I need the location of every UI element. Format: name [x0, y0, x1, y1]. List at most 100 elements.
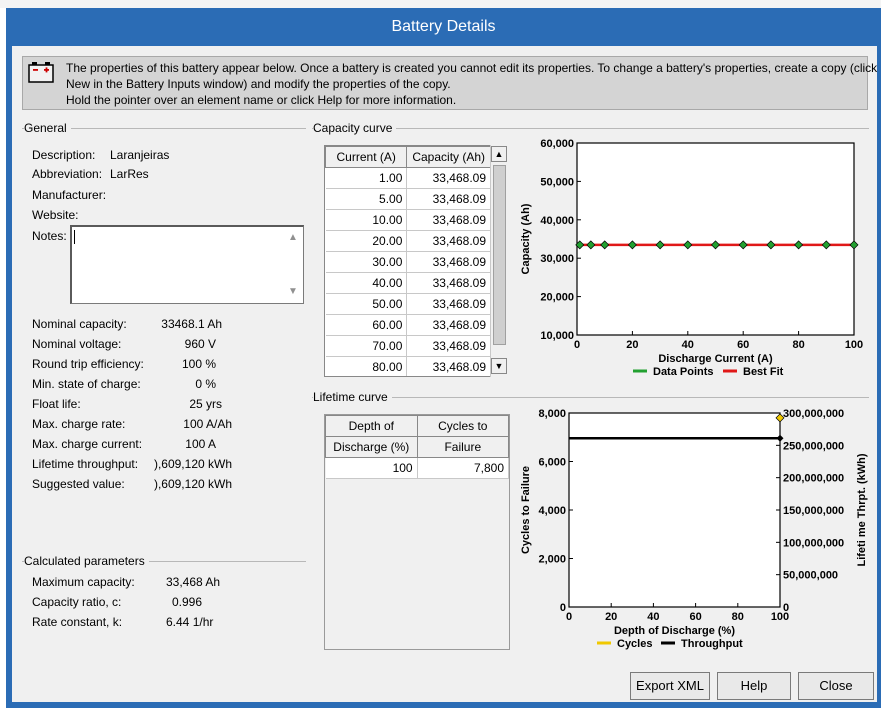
y-tick-label: 30,000 [540, 253, 574, 265]
current-cell[interactable]: 80.00 [325, 356, 408, 376]
notes-scroll-down-icon[interactable]: ▼ [288, 286, 298, 297]
description-label: Description: [32, 148, 96, 162]
y2-tick-label: 300,000,000 [783, 408, 844, 420]
capacity-col-current[interactable]: Current (A) [325, 146, 408, 168]
capacity-col-capacity[interactable]: Capacity (Ah) [406, 146, 491, 168]
capacity-cell[interactable]: 33,468.09 [406, 188, 491, 210]
lifetime-col-cycles-2[interactable]: Failure [416, 436, 510, 458]
property-value: 100 A/Ah [183, 417, 232, 431]
current-cell[interactable]: 40.00 [325, 272, 408, 294]
current-cell[interactable]: 60.00 [325, 314, 408, 336]
x-tick-label: 0 [566, 611, 572, 623]
lifetime-col-cycles[interactable]: Cycles to [416, 415, 510, 437]
x-tick-label: 40 [682, 339, 694, 351]
capacity-cell[interactable]: 33,468.09 [406, 251, 491, 273]
y-tick-label: 20,000 [540, 292, 574, 304]
property-label: Rate constant, k: [32, 615, 123, 629]
y-tick-label: 2,000 [538, 554, 566, 566]
capacity-cell[interactable]: 33,468.09 [406, 167, 491, 189]
notes-textarea[interactable] [70, 225, 304, 304]
current-cell[interactable]: 30.00 [325, 251, 408, 273]
legend-label: Data Points [653, 366, 714, 378]
data-point [766, 240, 776, 250]
y-tick-label: 60,000 [540, 138, 574, 150]
capacity-cell[interactable]: 33,468.09 [406, 293, 491, 315]
plot-area [576, 142, 855, 336]
lifetime-group-line [312, 397, 869, 398]
x-tick-label: 80 [732, 611, 744, 623]
data-point [683, 240, 693, 250]
y-tick-label: 10,000 [540, 330, 574, 342]
y-tick-label: 50,000 [540, 176, 574, 188]
scroll-down-icon[interactable]: ▼ [491, 358, 507, 374]
property-value: 0 % [195, 377, 216, 391]
table-row[interactable]: 60.00 33,468.09 [325, 314, 491, 336]
property-label: Nominal capacity: [32, 317, 127, 331]
property-value: 0.996 [172, 595, 203, 609]
lifetime-table[interactable]: Depth of Cycles to Discharge (%) Failure… [324, 414, 510, 650]
current-cell[interactable]: 5.00 [325, 188, 408, 210]
x-tick-label: 100 [771, 611, 789, 623]
notes-scroll-up-icon[interactable]: ▲ [288, 232, 298, 243]
capacity-cell[interactable]: 33,468.09 [406, 230, 491, 252]
general-group-line [22, 128, 306, 129]
current-cell[interactable]: 1.00 [325, 167, 408, 189]
table-row[interactable]: 5.00 33,468.09 [325, 188, 491, 210]
scroll-up-icon[interactable]: ▲ [491, 146, 507, 162]
current-cell[interactable]: 10.00 [325, 209, 408, 231]
table-row[interactable]: 1.00 33,468.09 [325, 167, 491, 189]
property-value: 6.44 1/hr [166, 615, 214, 629]
property-label: Min. state of charge: [32, 377, 141, 391]
cycles-cell[interactable]: 7,800 [417, 457, 510, 479]
property-label: Max. charge rate: [32, 417, 126, 431]
capacity-cell[interactable]: 33,468.09 [406, 314, 491, 336]
table-row[interactable]: 70.00 33,468.09 [325, 335, 491, 357]
property-label: Capacity ratio, c: [32, 595, 122, 609]
capacity-group-title: Capacity curve [313, 121, 397, 135]
property-label: Lifetime throughput: [32, 457, 139, 471]
info-text-line-1: The properties of this battery appear be… [66, 61, 878, 75]
y-axis-label: Capacity (Ah) [520, 203, 532, 274]
plot-area [568, 412, 781, 608]
capacity-cell[interactable]: 33,468.09 [406, 356, 491, 376]
table-row[interactable]: 20.00 33,468.09 [325, 230, 491, 252]
current-cell[interactable]: 50.00 [325, 293, 408, 315]
export-xml-button[interactable]: Export XML [630, 672, 710, 700]
depth-cell[interactable]: 100 [325, 457, 418, 479]
table-row[interactable]: 40.00 33,468.09 [325, 272, 491, 294]
y2-tick-label: 50,000,000 [783, 570, 838, 582]
lifetime-col-depth-2[interactable]: Discharge (%) [325, 436, 418, 458]
capacity-cell[interactable]: 33,468.09 [406, 335, 491, 357]
capacity-table[interactable]: Current (A) Capacity (Ah) 1.00 33,468.09 5… [324, 145, 508, 377]
table-row[interactable]: 80.00 33,468.09 [325, 356, 491, 376]
data-point [821, 240, 831, 250]
y2-tick-label: 150,000,000 [783, 505, 844, 517]
manufacturer-label: Manufacturer: [32, 188, 107, 202]
property-value: ),609,120 kWh [153, 457, 232, 471]
table-row[interactable]: 100 7,800 [325, 457, 510, 479]
help-button[interactable]: Help [717, 672, 791, 700]
abbreviation-value: LarRes [110, 167, 149, 181]
table-row[interactable]: 10.00 33,468.09 [325, 209, 491, 231]
x-tick-label: 40 [647, 611, 659, 623]
y-tick-label: 40,000 [540, 215, 574, 227]
current-cell[interactable]: 20.00 [325, 230, 408, 252]
close-button[interactable]: Close [798, 672, 874, 700]
property-value: 100 % [181, 357, 216, 371]
lifetime-col-depth[interactable]: Depth of [325, 415, 418, 437]
current-cell[interactable]: 70.00 [325, 335, 408, 357]
table-row[interactable]: 30.00 33,468.09 [325, 251, 491, 273]
legend-label: Best Fit [743, 366, 784, 378]
capacity-table-scrollbar[interactable]: ▲ ▼ [490, 145, 508, 377]
table-row[interactable]: 50.00 33,468.09 [325, 293, 491, 315]
capacity-cell[interactable]: 33,468.09 [406, 209, 491, 231]
text-caret [74, 230, 75, 244]
scroll-thumb[interactable] [493, 165, 506, 345]
y2-tick-label: 0 [783, 602, 789, 614]
y2-axis-label: Lifeti me Thrpt. (kWh) [856, 453, 868, 566]
capacity-cell[interactable]: 33,468.09 [406, 272, 491, 294]
property-label: Maximum capacity: [32, 575, 135, 589]
data-point [849, 240, 859, 250]
data-point [575, 240, 585, 250]
data-point [711, 240, 720, 250]
